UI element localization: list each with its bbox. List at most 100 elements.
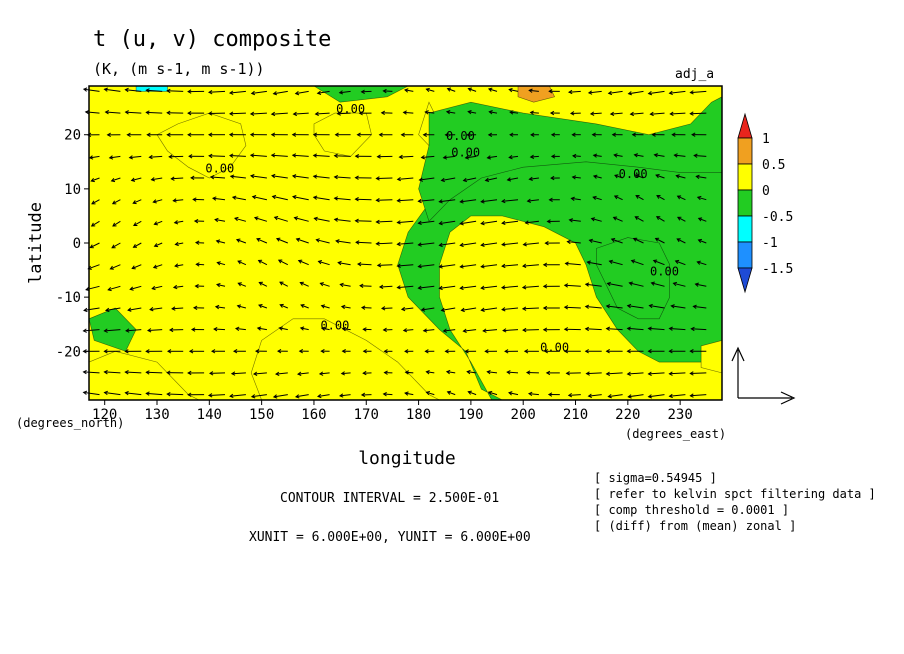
wind-vector — [568, 90, 581, 93]
wind-vector-head — [587, 393, 593, 398]
wind-vector-head — [676, 238, 681, 243]
wind-vector — [236, 239, 247, 244]
wind-vector-head — [90, 177, 95, 183]
wind-vector-head — [250, 394, 256, 399]
wind-vector-head — [464, 155, 470, 160]
wind-vector-head — [380, 110, 386, 116]
wind-vector — [272, 195, 288, 201]
wind-vector — [152, 285, 163, 290]
wind-vector — [112, 199, 121, 205]
wind-vector — [669, 372, 686, 375]
wind-vector-head — [312, 132, 318, 137]
wind-vector-head — [124, 370, 129, 375]
wind-vector — [655, 174, 665, 179]
wind-vector-head — [446, 87, 452, 92]
wind-vector — [460, 220, 477, 225]
wind-vector-head — [459, 242, 464, 248]
wind-vector — [404, 89, 414, 92]
wind-vector-head — [570, 196, 575, 201]
wind-vector — [447, 391, 456, 396]
wind-vector — [250, 112, 267, 115]
wind-vector — [336, 240, 351, 244]
wind-vector-head — [382, 88, 387, 94]
wind-vector — [487, 371, 498, 374]
wind-vector-head — [111, 200, 117, 205]
wind-vector-head — [208, 153, 213, 159]
wind-vector-head — [656, 195, 661, 199]
wind-vector — [673, 282, 686, 287]
wind-vector-head — [228, 132, 234, 137]
wind-vector-head — [250, 90, 256, 96]
wind-vector-head — [256, 237, 261, 242]
wind-vector-head — [398, 154, 403, 160]
wind-vector-head — [522, 327, 527, 333]
wind-vector — [334, 197, 351, 201]
wind-vector-head — [438, 221, 443, 226]
wind-vector — [154, 242, 163, 247]
wind-vector — [635, 216, 644, 222]
wind-vector — [627, 305, 644, 309]
wind-vector-head — [438, 199, 443, 204]
wind-vector-head — [669, 111, 674, 117]
wind-vector — [397, 220, 414, 224]
wind-vector — [403, 329, 414, 331]
wind-vector-head — [563, 327, 569, 332]
wind-vector-head — [567, 392, 573, 398]
wind-vector — [397, 285, 414, 289]
wind-vector-head — [360, 392, 366, 398]
wind-vector — [216, 284, 226, 287]
wind-vector-head — [396, 285, 401, 290]
wind-vector — [292, 175, 309, 179]
wind-vector-head — [381, 306, 386, 311]
wind-vector — [656, 195, 665, 201]
wind-vector-head — [106, 132, 111, 138]
wind-vector — [250, 154, 267, 157]
wind-vector — [635, 174, 644, 179]
wind-vector — [317, 90, 330, 94]
wind-vector-head — [400, 132, 405, 137]
wind-vector-head — [487, 87, 493, 92]
wind-vector — [690, 90, 707, 94]
wind-vector — [439, 264, 456, 268]
wind-vector-head — [508, 391, 513, 396]
wind-vector — [292, 196, 309, 201]
wind-vector-head — [521, 306, 527, 311]
wind-vector — [614, 195, 623, 201]
wind-vector-head — [124, 349, 129, 354]
wind-vector — [488, 88, 498, 92]
wind-vector-head — [103, 369, 108, 375]
wind-vector — [215, 219, 226, 222]
wind-vector-head — [613, 153, 618, 158]
wind-vector — [669, 90, 686, 94]
wind-vector-head — [258, 304, 263, 309]
wind-vector-head — [382, 327, 387, 333]
wind-vector — [648, 372, 665, 375]
wind-vector-head — [279, 303, 284, 308]
wind-vector-head — [256, 326, 262, 331]
wind-vector — [695, 283, 707, 287]
wind-vector — [530, 112, 539, 114]
wind-vector-head — [147, 328, 152, 333]
wind-vector — [635, 195, 644, 201]
wind-vector — [150, 307, 163, 311]
wind-vector-head — [340, 371, 346, 376]
wind-vector-head — [585, 371, 590, 376]
wind-vector — [342, 328, 351, 331]
wind-vector — [650, 112, 665, 115]
wind-vector — [669, 394, 686, 397]
wind-vector — [501, 285, 519, 289]
wind-vector-head — [383, 370, 388, 375]
wind-vector-head — [668, 371, 673, 376]
wind-vector-head — [547, 392, 553, 397]
colorbar: 1 0.5 0 -0.5 -1 -1.5 — [737, 112, 793, 294]
contour-label: 0.00 — [650, 265, 679, 279]
wind-vector — [591, 218, 602, 222]
wind-vector-head — [614, 174, 619, 179]
wind-vector-head — [215, 239, 221, 244]
wind-vector — [109, 155, 121, 159]
wind-vector-head — [544, 240, 549, 246]
wind-vector — [229, 112, 246, 115]
wind-vector-head — [689, 349, 694, 354]
wind-vector-head — [361, 305, 366, 310]
wind-vector-head — [253, 371, 258, 376]
